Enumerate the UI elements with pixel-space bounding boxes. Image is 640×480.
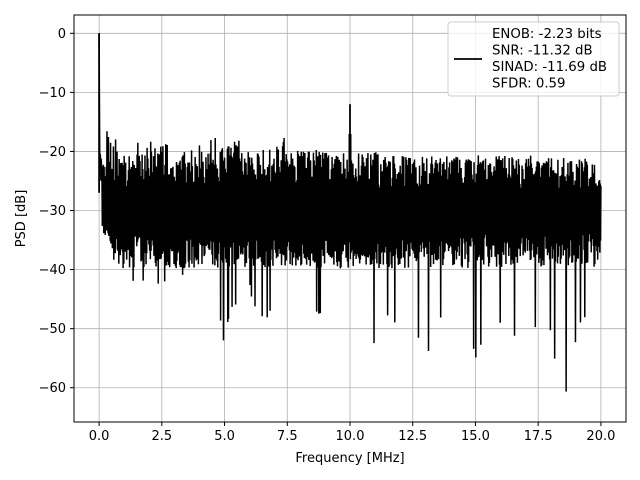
y-tick-label: 0 bbox=[58, 27, 66, 42]
x-tick-label: 15.0 bbox=[461, 429, 490, 444]
y-tick-label: −20 bbox=[39, 145, 66, 160]
x-tick-label: 0.0 bbox=[89, 429, 110, 444]
y-tick-label: −10 bbox=[39, 86, 66, 101]
y-axis-label: PSD [dB] bbox=[14, 190, 29, 248]
x-tick-label: 20.0 bbox=[586, 429, 615, 444]
legend-sinad: SINAD: -11.69 dB bbox=[492, 60, 607, 75]
x-tick-label: 10.0 bbox=[336, 429, 365, 444]
x-axis-label: Frequency [MHz] bbox=[295, 451, 404, 466]
y-tick-label: −40 bbox=[39, 263, 66, 278]
legend: ENOB: -2.23 bits SNR: -11.32 dB SINAD: -… bbox=[447, 21, 620, 97]
legend-sfdr: SFDR: 0.59 bbox=[492, 77, 565, 92]
x-tick-label: 5.0 bbox=[214, 429, 235, 444]
y-tick-label: −30 bbox=[39, 204, 66, 219]
x-tick-label: 7.5 bbox=[277, 429, 298, 444]
legend-box bbox=[447, 21, 620, 97]
y-axis-ticks: 0 −10 −20 −30 −40 −50 −60 bbox=[39, 27, 74, 396]
x-tick-label: 12.5 bbox=[398, 429, 427, 444]
y-tick-label: −50 bbox=[39, 322, 66, 337]
plot-area bbox=[98, 33, 602, 392]
legend-snr: SNR: -11.32 dB bbox=[492, 44, 593, 59]
x-axis-ticks: 0.0 2.5 5.0 7.5 10.0 12.5 15.0 17.5 20.0 bbox=[89, 422, 615, 444]
x-tick-label: 2.5 bbox=[151, 429, 172, 444]
y-tick-label: −60 bbox=[39, 381, 66, 396]
legend-enob: ENOB: -2.23 bits bbox=[492, 27, 602, 42]
psd-trace bbox=[98, 33, 602, 392]
x-tick-label: 17.5 bbox=[524, 429, 553, 444]
